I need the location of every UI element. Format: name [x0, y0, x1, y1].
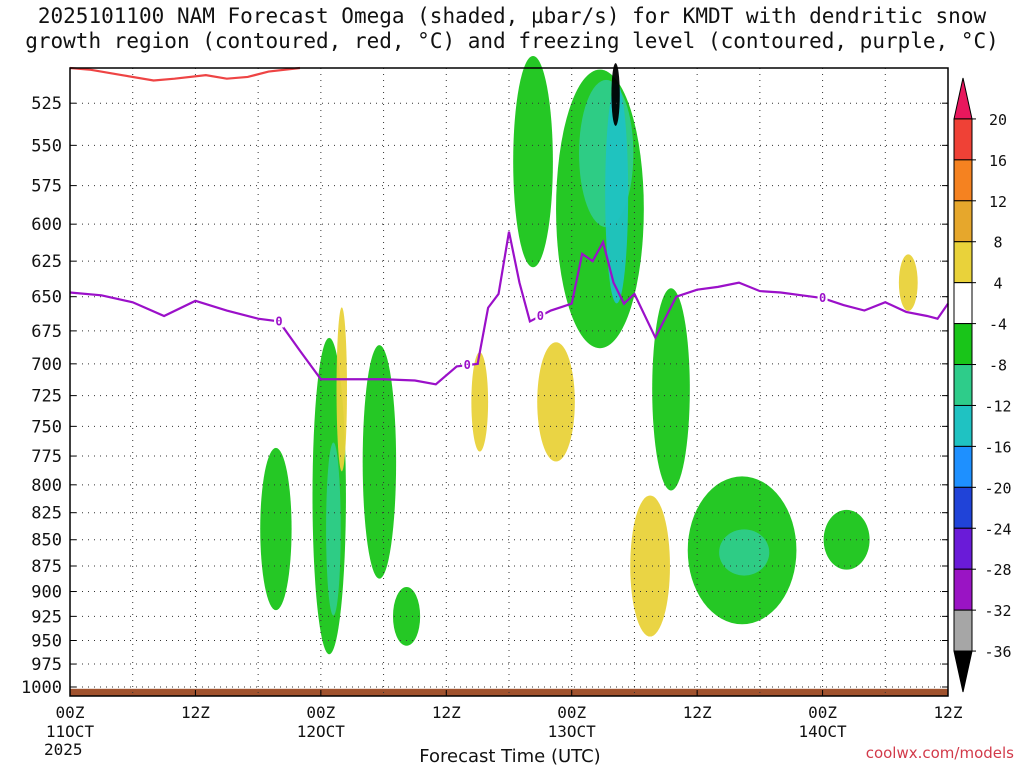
colorbar-bottom-arrow	[953, 650, 973, 693]
omega-region-11	[260, 447, 292, 611]
colorbar-label-4: 4	[993, 275, 1002, 293]
freezing-level-label-1: 0	[464, 358, 471, 372]
colorbar-label-10: -24	[984, 520, 1011, 538]
freezing-level-contour	[69, 231, 949, 386]
x-tick-label-5: 12Z	[683, 703, 712, 722]
colorbar-segment-6	[953, 323, 973, 366]
colorbar-label-6: -8	[989, 357, 1007, 375]
y-tick-label-575: 575	[31, 177, 62, 197]
omega-region-4	[513, 56, 553, 268]
plot-frame	[69, 67, 949, 697]
y-tick-label-625: 625	[31, 252, 62, 272]
y-tick-label-1000: 1000	[21, 678, 62, 698]
colorbar-segment-3	[953, 200, 973, 243]
chart-title: 2025101100 NAM Forecast Omega (shaded, µ…	[0, 4, 1024, 54]
colorbar-segment-10	[953, 486, 973, 529]
colorbar-segment-4	[953, 241, 973, 284]
x-tick-sublabel-2: 12OCT	[297, 722, 346, 741]
colorbar-segment-12	[953, 568, 973, 611]
x-tick-label-4: 00Z	[557, 703, 586, 722]
colorbar-segment-1	[953, 118, 973, 161]
credit-text[interactable]: coolwx.com/models	[865, 744, 1014, 762]
omega-region-8	[823, 509, 870, 570]
y-tick-label-825: 825	[31, 504, 62, 524]
colorbar-segment-8	[953, 404, 973, 447]
x-tick-label-3: 12Z	[432, 703, 461, 722]
chart-title-line-2: growth region (contoured, red, °C) and f…	[25, 29, 999, 53]
omega-region-18	[336, 307, 347, 472]
freezing-label-bg-1	[462, 357, 473, 372]
colorbar-label-2: 12	[989, 193, 1007, 211]
colorbar-label-11: -28	[984, 561, 1011, 579]
colorbar-top-arrow	[953, 77, 973, 120]
omega-region-14	[537, 342, 575, 462]
omega-region-15	[630, 495, 670, 637]
freezing-label-bg-2	[535, 307, 546, 322]
colorbar-label-12: -32	[984, 602, 1011, 620]
y-tick-label-950: 950	[31, 632, 62, 652]
freezing-level-label-0: 0	[275, 314, 282, 328]
omega-region-3	[611, 63, 620, 126]
y-tick-label-900: 900	[31, 583, 62, 603]
plot-area: 0 0 0 0	[69, 56, 949, 696]
omega-region-10	[326, 442, 341, 616]
colorbar-segment-11	[953, 527, 973, 570]
gridlines	[70, 68, 948, 696]
x-tick-label-0: 00Z	[56, 703, 85, 722]
y-tick-label-525: 525	[31, 94, 62, 114]
x-tick-sublabel-4: 13OCT	[548, 722, 597, 741]
colorbar-label-0: 20	[989, 111, 1007, 129]
y-tick-label-550: 550	[31, 136, 62, 156]
colorbar-label-9: -20	[984, 479, 1011, 497]
x-tick-sublabel-0: 11OCT	[46, 722, 95, 741]
colorbar-segment-5	[953, 282, 973, 325]
freezing-level-label-3: 0	[819, 291, 826, 305]
colorbar-label-13: -36	[984, 643, 1011, 661]
omega-region-7	[719, 529, 770, 576]
colorbar-label-5: -4	[989, 316, 1007, 334]
freezing-label-bg-0	[274, 313, 285, 328]
colorbar-label-1: 16	[989, 152, 1007, 170]
x-tick-label-1: 12Z	[181, 703, 210, 722]
y-tick-label-600: 600	[31, 215, 62, 235]
chart-title-line-1: 2025101100 NAM Forecast Omega (shaded, µ…	[37, 4, 987, 28]
y-tick-label-925: 925	[31, 607, 62, 627]
y-tick-label-850: 850	[31, 531, 62, 551]
y-tick-label-700: 700	[31, 355, 62, 375]
x-tick-label-6: 00Z	[808, 703, 837, 722]
omega-regions	[260, 56, 918, 655]
omega-region-17	[471, 352, 489, 452]
x-tick-label-2: 00Z	[306, 703, 335, 722]
y-tick-label-775: 775	[31, 447, 62, 467]
plot-background	[70, 68, 948, 696]
y-tick-label-750: 750	[31, 417, 62, 437]
y-tick-label-650: 650	[31, 288, 62, 308]
y-tick-label-725: 725	[31, 387, 62, 407]
omega-region-16	[898, 254, 918, 311]
freezing-label-bg-3	[817, 290, 828, 305]
colorbar-segment-7	[953, 364, 973, 406]
x-tick-sublabel-6: 14OCT	[798, 722, 847, 741]
colorbar-segment-13	[953, 609, 973, 652]
colorbar-label-7: -12	[984, 397, 1011, 415]
colorbar-segment-2	[953, 159, 973, 202]
colorbar: 20 16 12 8 4 -4 -8 -12 -16 -20 -24 -28 -32 -36	[953, 77, 1012, 693]
y-tick-label-675: 675	[31, 322, 62, 342]
omega-region-12	[362, 345, 397, 579]
dendritic-growth-contour	[69, 66, 301, 82]
omega-region-2	[605, 83, 629, 304]
x-tick-label-7: 12Z	[934, 703, 963, 722]
colorbar-label-8: -16	[984, 438, 1011, 456]
x-axis-label: Forecast Time (UTC)	[419, 746, 601, 767]
y-tick-label-875: 875	[31, 557, 62, 577]
colorbar-label-3: 8	[993, 234, 1002, 252]
freezing-level-label-2: 0	[537, 309, 544, 323]
colorbar-segment-9	[953, 445, 973, 488]
omega-region-5	[652, 288, 690, 491]
y-tick-label-975: 975	[31, 655, 62, 675]
x-tick-year-label-0: 2025	[44, 740, 83, 759]
y-tick-label-800: 800	[31, 476, 62, 496]
